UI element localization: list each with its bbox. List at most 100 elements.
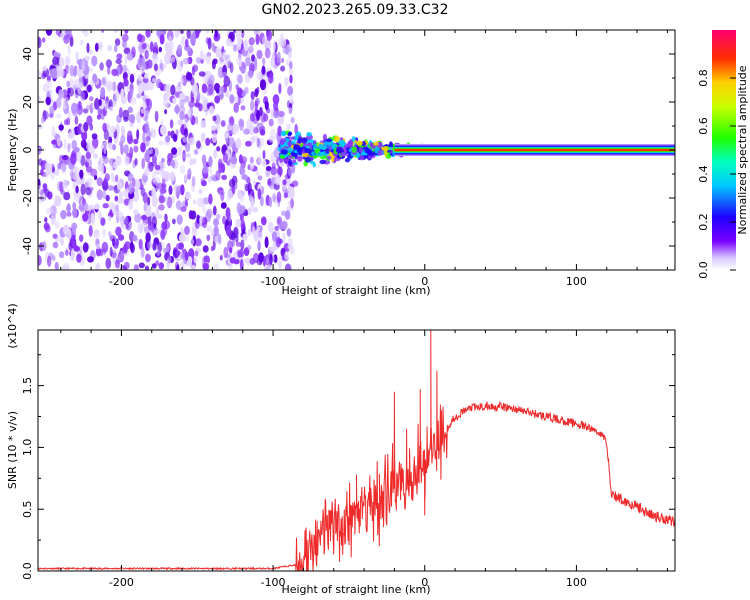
- noise-blob: [225, 207, 231, 219]
- noise-blob: [196, 30, 201, 34]
- noise-blob: [215, 170, 221, 181]
- noise-blob: [98, 156, 103, 163]
- noise-blob: [116, 180, 122, 190]
- noise-blob: [180, 206, 187, 212]
- track-blob: [306, 132, 312, 137]
- track-blob: [281, 149, 288, 155]
- noise-blob: [70, 249, 75, 261]
- noise-blob: [247, 70, 254, 78]
- noise-blob: [118, 107, 123, 118]
- noise-blob: [178, 105, 186, 114]
- noise-blob: [106, 80, 113, 90]
- noise-blob: [256, 137, 261, 148]
- noise-blob: [51, 126, 56, 134]
- noise-blob: [264, 265, 271, 270]
- noise-blob: [273, 110, 280, 119]
- noise-blob: [141, 158, 145, 170]
- snr-y-multiplier: (x10^4): [6, 303, 19, 348]
- y-tick-label: 0.0: [21, 562, 34, 580]
- noise-blob: [287, 237, 293, 246]
- noise-blob: [235, 218, 242, 228]
- noise-blob: [212, 115, 217, 122]
- noise-blob: [207, 83, 214, 96]
- noise-blob: [191, 227, 198, 239]
- noise-blob: [174, 30, 180, 38]
- noise-blob: [146, 59, 153, 69]
- noise-blob: [170, 84, 176, 96]
- noise-blob: [121, 33, 129, 42]
- noise-blob: [164, 220, 171, 230]
- noise-blob: [38, 158, 43, 166]
- noise-blob: [204, 110, 209, 117]
- noise-blob: [126, 51, 134, 61]
- spectrogram-y-label: Frequency (Hz): [6, 109, 19, 192]
- noise-blob: [252, 117, 258, 124]
- noise-blob: [182, 153, 187, 159]
- noise-blob: [194, 250, 199, 257]
- noise-blob: [66, 80, 71, 88]
- noise-blob: [197, 91, 201, 104]
- noise-blob: [123, 144, 129, 155]
- noise-blob: [42, 83, 50, 92]
- noise-blob: [166, 196, 173, 209]
- noise-cloud: [38, 30, 299, 270]
- noise-blob: [240, 67, 246, 74]
- noise-blob: [227, 53, 231, 61]
- noise-blob: [169, 171, 176, 182]
- noise-blob: [248, 124, 256, 135]
- noise-blob: [198, 71, 206, 77]
- noise-blob: [245, 56, 251, 67]
- noise-blob: [210, 125, 217, 131]
- track-blob: [288, 131, 293, 136]
- noise-blob: [60, 238, 64, 246]
- noise-blob: [137, 222, 144, 234]
- noise-blob: [86, 104, 91, 111]
- noise-blob: [86, 115, 93, 126]
- noise-blob: [203, 53, 207, 61]
- track-blob: [359, 155, 365, 161]
- noise-blob: [217, 234, 222, 245]
- noise-blob: [142, 101, 147, 110]
- noise-blob: [123, 261, 130, 270]
- noise-blob: [183, 117, 188, 130]
- track-blob: [300, 137, 308, 144]
- noise-blob: [276, 191, 282, 203]
- noise-blob: [270, 108, 274, 119]
- track-blob: [372, 142, 379, 146]
- noise-blob: [122, 224, 127, 230]
- noise-blob: [262, 159, 267, 167]
- noise-blob: [154, 110, 159, 123]
- y-tick-label: 0: [21, 147, 34, 154]
- noise-blob: [162, 97, 169, 108]
- noise-blob: [259, 137, 265, 147]
- noise-blob: [255, 33, 260, 46]
- noise-blob: [265, 39, 272, 50]
- noise-blob: [154, 164, 161, 171]
- x-tick-label: -100: [261, 275, 286, 288]
- noise-blob: [153, 42, 159, 54]
- noise-blob: [151, 263, 157, 269]
- noise-blob: [195, 57, 202, 64]
- noise-blob: [225, 38, 232, 47]
- noise-blob: [73, 147, 80, 153]
- noise-blob: [167, 157, 172, 167]
- noise-blob: [287, 107, 293, 115]
- noise-blob: [225, 224, 232, 237]
- snr-x-label: Height of straight line (km): [281, 583, 430, 596]
- noise-blob: [253, 30, 259, 36]
- noise-blob: [92, 136, 99, 149]
- noise-blob: [175, 91, 180, 98]
- noise-blob: [55, 97, 62, 109]
- noise-blob: [256, 71, 263, 81]
- noise-blob: [277, 51, 281, 64]
- x-tick-label: 100: [566, 275, 587, 288]
- noise-blob: [72, 109, 78, 117]
- noise-blob: [62, 162, 67, 173]
- noise-blob: [103, 144, 107, 155]
- noise-blob: [237, 249, 243, 258]
- noise-blob: [46, 207, 53, 215]
- noise-blob: [138, 238, 143, 250]
- noise-blob: [144, 265, 150, 270]
